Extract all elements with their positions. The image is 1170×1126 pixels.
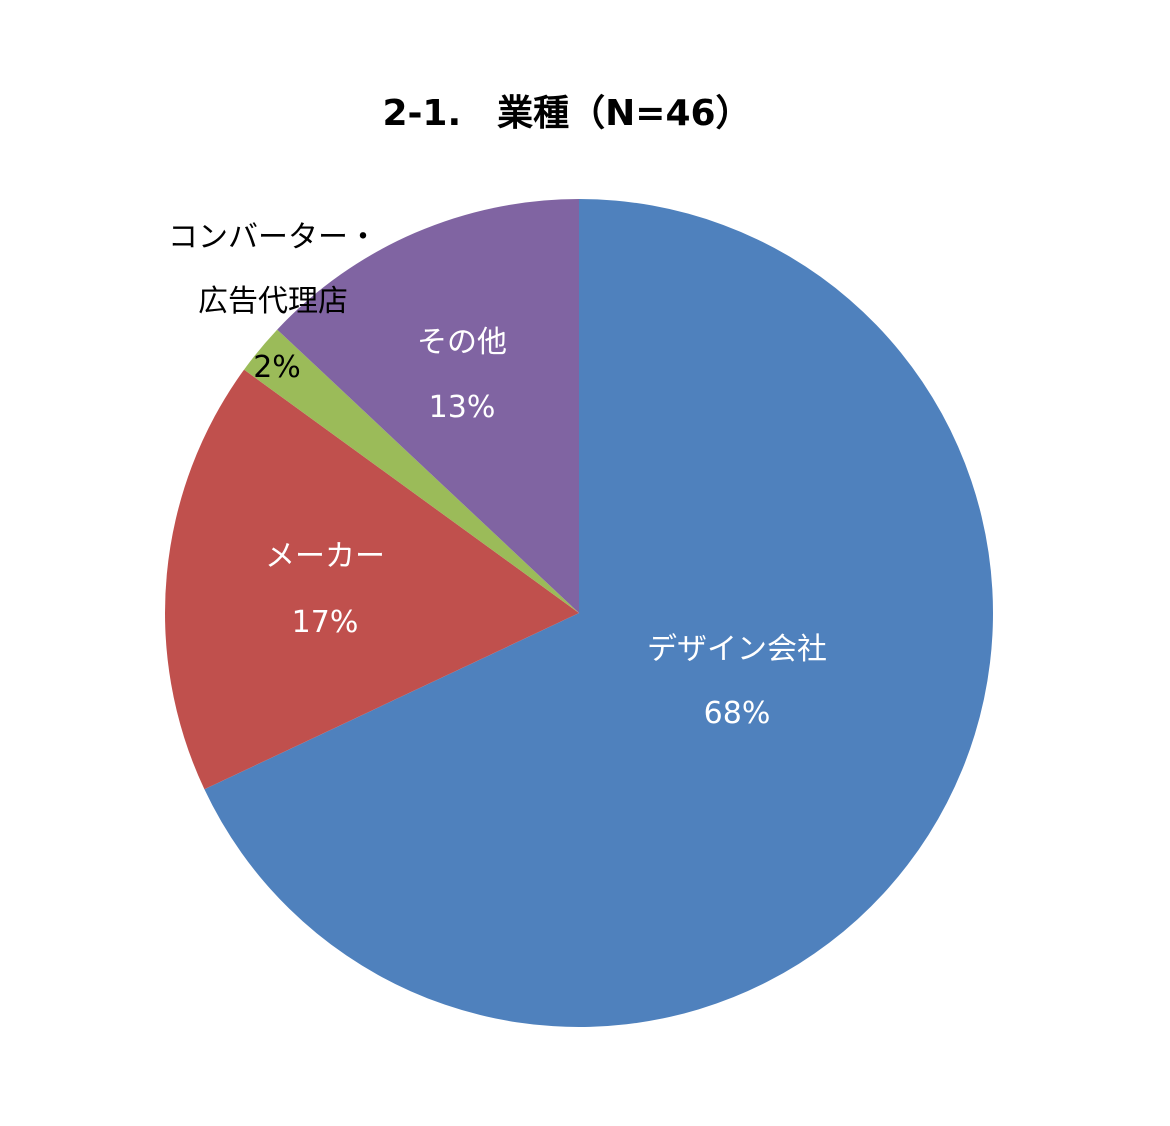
category-label: コンバーター・ 広告代理店 [168,220,378,319]
value-label: 13% [428,390,496,425]
category-label: デザイン会社 [647,632,827,667]
pie-slice [244,329,580,613]
category-label: メーカー [265,539,385,574]
category-label: その他 [417,325,507,360]
value-label: 17% [291,605,359,640]
pie-slice [204,199,994,1027]
pie-slice [165,369,580,790]
value-label: 2% [253,350,301,385]
chart-title: 2-1. 業種（N=46） [382,93,752,134]
value-label: 68% [703,696,771,731]
pie-slice [277,199,579,613]
